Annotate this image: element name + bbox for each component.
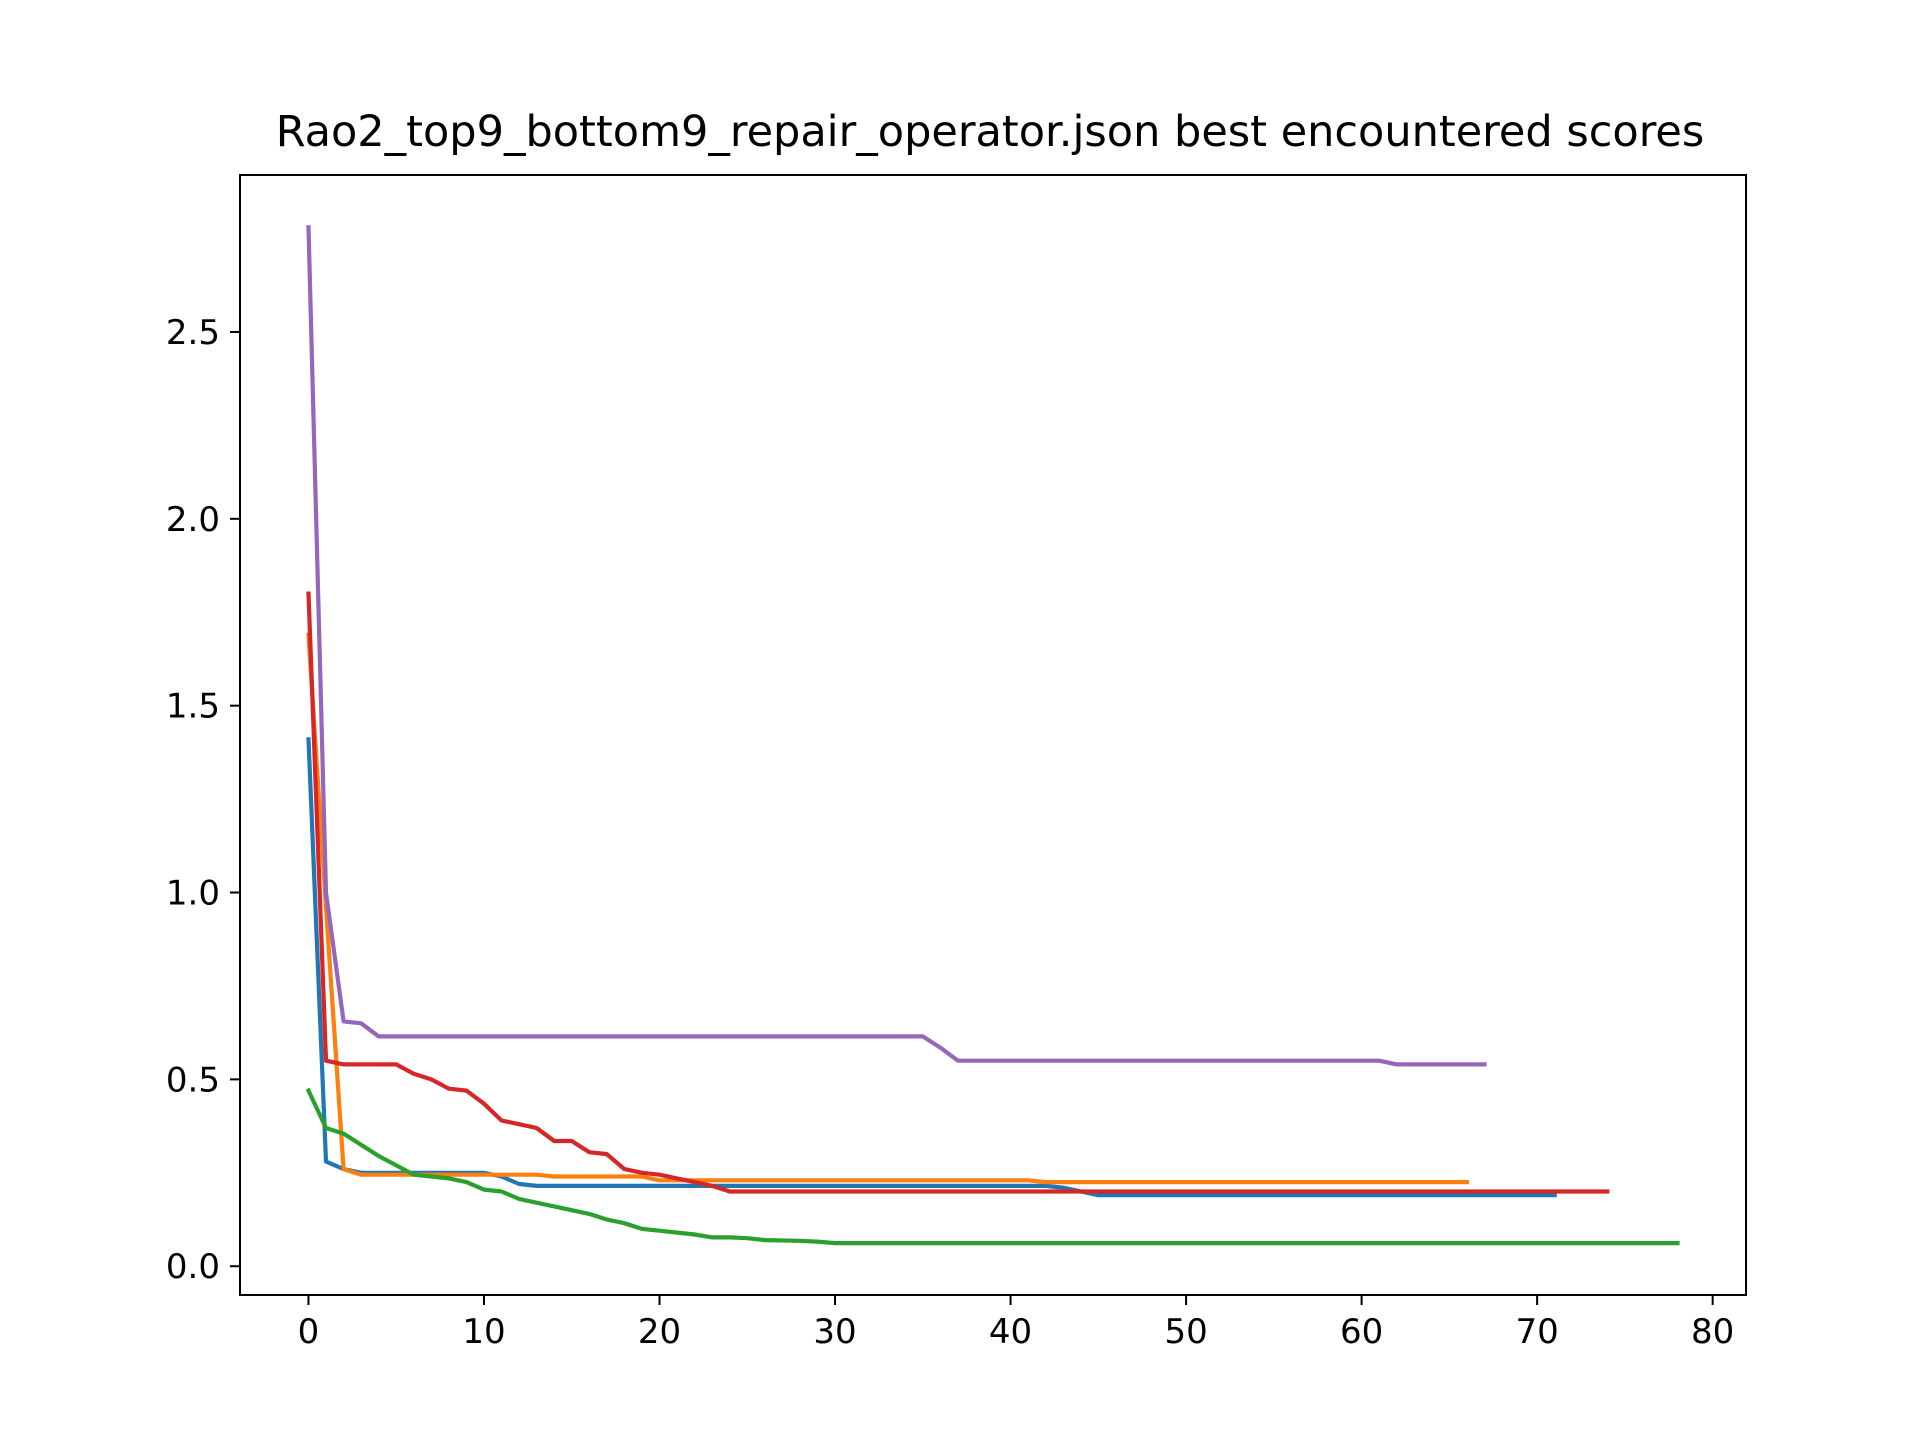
y-tick-label: 2.0 bbox=[166, 500, 220, 540]
y-tick-label: 1.5 bbox=[166, 687, 220, 727]
series-layer bbox=[305, 225, 1680, 1246]
y-tick-label: 0.5 bbox=[166, 1060, 220, 1100]
x-tick-label: 60 bbox=[1340, 1312, 1383, 1352]
y-axis: 0.0 0.5 1.0 1.5 2.0 2.5 bbox=[166, 313, 240, 1287]
x-tick-label: 20 bbox=[638, 1312, 681, 1352]
y-tick-label: 0.0 bbox=[166, 1247, 220, 1287]
x-tick-label: 50 bbox=[1164, 1312, 1207, 1352]
x-tick-label: 40 bbox=[989, 1312, 1032, 1352]
x-tick-label: 10 bbox=[462, 1312, 505, 1352]
series-line-2 bbox=[306, 632, 1470, 1185]
y-tick-label: 1.0 bbox=[166, 874, 220, 914]
series-line-5 bbox=[306, 225, 1487, 1067]
series-line-4 bbox=[306, 591, 1610, 1194]
chart-title: Rao2_top9_bottom9_repair_operator.json b… bbox=[276, 107, 1705, 157]
plot-frame bbox=[239, 174, 1747, 1296]
series-line-3 bbox=[305, 1087, 1680, 1246]
y-tick-label: 2.5 bbox=[166, 313, 220, 353]
x-tick-label: 70 bbox=[1515, 1312, 1558, 1352]
series-line-1 bbox=[306, 737, 1557, 1198]
x-tick-label: 30 bbox=[813, 1312, 856, 1352]
x-axis: 0 10 20 30 40 50 60 70 80 bbox=[298, 1295, 1734, 1352]
x-tick-label: 80 bbox=[1691, 1312, 1734, 1352]
x-tick-label: 0 bbox=[298, 1312, 320, 1352]
